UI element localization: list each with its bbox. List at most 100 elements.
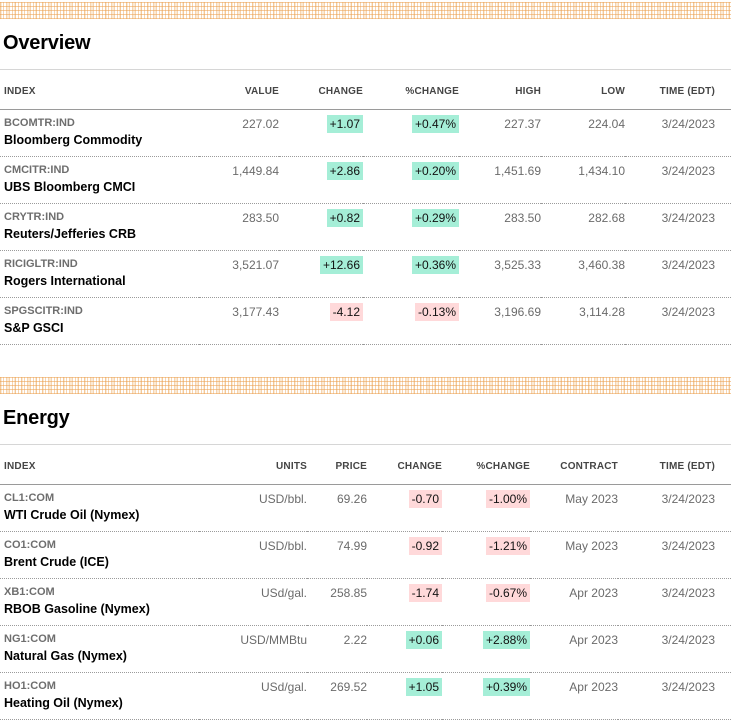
table-row: HO1:COM Heating Oil (Nymex) USd/gal. 269.52…	[0, 673, 731, 720]
instrument-name-link[interactable]: UBS Bloomberg CMCI	[4, 180, 136, 194]
high-cell: 283.50	[504, 211, 541, 225]
pct-change-cell: +0.39%	[442, 673, 530, 720]
ticker-link[interactable]: RICIGLTR:IND	[4, 258, 78, 270]
time-cell: 3/24/2023	[661, 492, 715, 506]
table-row: SPGSCITR:IND S&P GSCI 3,177.43 -4.12 -0.13% 3…	[0, 298, 731, 345]
change-cell: +12.66	[279, 251, 363, 298]
section-title-overview: Overview	[3, 32, 91, 54]
change-cell: -1.74	[367, 579, 442, 626]
index-cell: HO1:COM Heating Oil (Nymex)	[0, 673, 199, 720]
col-index: INDEX	[4, 461, 36, 472]
col-contract: CONTRACT	[560, 461, 618, 472]
ticker-link[interactable]: HO1:COM	[4, 680, 56, 692]
pct-change-badge: -0.13%	[414, 303, 459, 321]
index-cell: NG1:COM Natural Gas (Nymex)	[0, 626, 199, 673]
change-cell: +0.06	[367, 626, 442, 673]
pct-change-cell: +0.20%	[363, 157, 459, 204]
time-cell: 3/24/2023	[661, 586, 715, 600]
ticker-link[interactable]: CMCITR:IND	[4, 164, 70, 176]
instrument-name-link[interactable]: S&P GSCI	[4, 321, 64, 335]
value-cell: 283.50	[242, 211, 279, 225]
col-time: TIME (EDT)	[659, 461, 715, 472]
pct-change-cell: +0.36%	[363, 251, 459, 298]
index-cell: CO1:COM Brent Crude (ICE)	[0, 532, 199, 579]
col-index: INDEX	[4, 86, 36, 97]
pct-change-cell: -1.21%	[442, 532, 530, 579]
time-cell: 3/24/2023	[661, 164, 715, 178]
table-row: CRYTR:IND Reuters/Jefferies CRB 283.50 +0.8…	[0, 204, 731, 251]
price-cell: 74.99	[336, 539, 367, 553]
time-cell: 3/24/2023	[661, 633, 715, 647]
change-badge: +0.06	[405, 631, 442, 649]
table-row: CL1:COM WTI Crude Oil (Nymex) USD/bbl. 69.2…	[0, 485, 731, 532]
table-row: CO1:COM Brent Crude (ICE) USD/bbl. 74.99 -0.…	[0, 532, 731, 579]
col-change: CHANGE	[397, 461, 442, 472]
pct-change-badge: +0.20%	[411, 162, 459, 180]
col-price: PRICE	[335, 461, 367, 472]
instrument-name-link[interactable]: Brent Crude (ICE)	[4, 555, 109, 569]
ticker-link[interactable]: XB1:COM	[4, 586, 55, 598]
table-row: CMCITR:IND UBS Bloomberg CMCI 1,449.84 +2.8…	[0, 157, 731, 204]
instrument-name-link[interactable]: Reuters/Jefferies CRB	[4, 227, 136, 241]
instrument-name-link[interactable]: WTI Crude Oil (Nymex)	[4, 508, 140, 522]
change-cell: +1.05	[367, 673, 442, 720]
low-cell: 3,460.38	[578, 258, 625, 272]
pct-change-cell: +2.88%	[442, 626, 530, 673]
change-cell: +1.07	[279, 110, 363, 157]
section-energy: Energy INDEX UNITS PRICE CHANGE %CHANGE …	[0, 408, 731, 720]
table-row: RICIGLTR:IND Rogers International 3,521.07…	[0, 251, 731, 298]
contract-cell: May 2023	[565, 492, 618, 506]
high-cell: 3,525.33	[494, 258, 541, 272]
ticker-link[interactable]: CO1:COM	[4, 539, 56, 551]
change-cell: -0.92	[367, 532, 442, 579]
instrument-name-link[interactable]: Heating Oil (Nymex)	[4, 696, 123, 710]
divider	[0, 69, 731, 70]
table-row: XB1:COM RBOB Gasoline (Nymex) USd/gal. 258.…	[0, 579, 731, 626]
pct-change-badge: +0.39%	[482, 678, 530, 696]
ticker-link[interactable]: BCOMTR:IND	[4, 117, 75, 129]
time-cell: 3/24/2023	[661, 680, 715, 694]
change-badge: +0.82	[326, 209, 363, 227]
contract-cell: Apr 2023	[569, 680, 618, 694]
index-cell: SPGSCITR:IND S&P GSCI	[0, 298, 199, 345]
ticker-link[interactable]: CL1:COM	[4, 492, 55, 504]
table-header-row: INDEX UNITS PRICE CHANGE %CHANGE CONTRAC…	[0, 445, 731, 485]
units-cell: USd/gal.	[260, 680, 307, 694]
col-pct-change: %CHANGE	[405, 86, 459, 97]
contract-cell: Apr 2023	[569, 633, 618, 647]
pct-change-cell: +0.29%	[363, 204, 459, 251]
change-badge: -4.12	[329, 303, 363, 321]
value-cell: 227.02	[242, 117, 279, 131]
instrument-name-link[interactable]: Rogers International	[4, 274, 126, 288]
pct-change-badge: -1.00%	[485, 490, 530, 508]
pct-change-badge: +0.47%	[411, 115, 459, 133]
ticker-link[interactable]: SPGSCITR:IND	[4, 305, 83, 317]
time-cell: 3/24/2023	[661, 539, 715, 553]
change-badge: -0.70	[408, 490, 442, 508]
high-cell: 1,451.69	[494, 164, 541, 178]
value-cell: 3,521.07	[232, 258, 279, 272]
change-badge: +1.07	[326, 115, 363, 133]
ad-placeholder-band-middle	[0, 377, 731, 394]
change-badge: +12.66	[319, 256, 363, 274]
col-pct-change: %CHANGE	[476, 461, 530, 472]
time-cell: 3/24/2023	[661, 117, 715, 131]
index-cell: CL1:COM WTI Crude Oil (Nymex)	[0, 485, 199, 532]
section-title-energy: Energy	[3, 407, 70, 429]
instrument-name-link[interactable]: Bloomberg Commodity	[4, 133, 143, 147]
low-cell: 282.68	[588, 211, 625, 225]
instrument-name-link[interactable]: RBOB Gasoline (Nymex)	[4, 602, 150, 616]
pct-change-badge: +0.36%	[411, 256, 459, 274]
ticker-link[interactable]: NG1:COM	[4, 633, 56, 645]
change-badge: +2.86	[326, 162, 363, 180]
pct-change-badge: -1.21%	[485, 537, 530, 555]
overview-rows: BCOMTR:IND Bloomberg Commodity 227.02 +1.07…	[0, 110, 731, 345]
change-cell: +0.82	[279, 204, 363, 251]
pct-change-badge: +2.88%	[482, 631, 530, 649]
index-cell: CMCITR:IND UBS Bloomberg CMCI	[0, 157, 199, 204]
instrument-name-link[interactable]: Natural Gas (Nymex)	[4, 649, 127, 663]
ticker-link[interactable]: CRYTR:IND	[4, 211, 65, 223]
ad-placeholder-band-top	[0, 2, 731, 19]
price-cell: 269.52	[330, 680, 367, 694]
